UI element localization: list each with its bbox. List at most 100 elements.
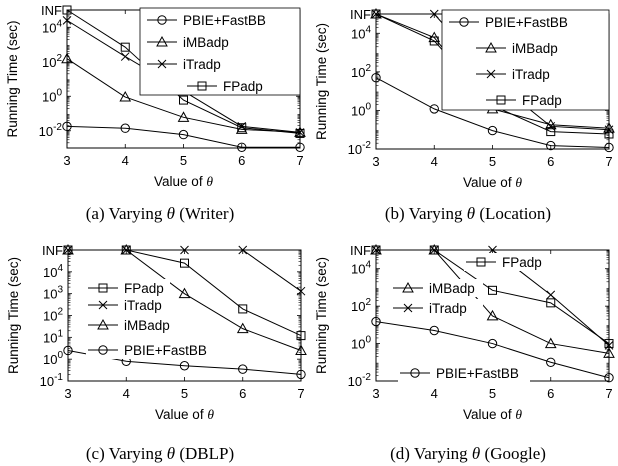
data-point [237,142,247,152]
legend-entry: iTradp [86,296,178,314]
x-tick-label: 4 [431,386,438,401]
legend-entry-bg [86,341,218,359]
data-point [371,72,381,83]
legend-entry: PBIE+FastBB [86,341,218,359]
y-tick-label: 104 [42,18,62,35]
legend-entry: PBIE+FastBB [398,364,530,382]
data-point [119,91,132,102]
x-tick-label: 4 [122,153,129,168]
data-point [429,9,439,19]
legend-marker [97,318,109,330]
data-point [295,128,305,138]
legend-entry: iTradp [391,299,483,317]
series-imbadp [62,243,307,355]
x-tick-label: 5 [180,153,187,168]
y-tick-label: 10-2 [348,140,372,157]
legend-label: iMBadp [183,35,229,50]
y-tick-label: 102 [351,63,371,80]
legend-entry: FPadp [187,79,263,94]
panel-b: (b) Varying θ (Location) 10-2 100 102 104 IN… [314,7,615,223]
legend-marker [485,41,497,53]
data-point [179,95,188,105]
series-itradp [371,245,614,350]
legend-box [139,7,301,96]
panel-b-caption: (b) Varying θ (Location) [385,204,551,223]
legend-entry: iMBadp [86,316,178,334]
legend-marker [197,81,207,91]
y-tick-label: INF [350,7,371,22]
series-pbie-fastbb [371,72,614,153]
data-point [487,125,498,136]
legend-entry: iTradp [476,67,550,82]
panel-a-caption: (a) Varying θ (Writer) [86,204,235,223]
x-tick-label: 7 [605,154,612,169]
data-point [429,245,439,255]
data-point [546,140,556,151]
data-point [546,298,556,308]
data-point [296,369,306,380]
x-axis-label: Value of θ [463,175,522,190]
data-point [488,285,497,295]
y-tick-label: 102 [43,307,63,324]
data-point [546,357,556,367]
legend-label: iTradp [183,57,221,72]
y-tick-label: 100 [351,335,371,352]
x-tick-label: 5 [489,154,496,169]
legend-entry-bg [391,299,483,317]
y-tick-label: 103 [43,285,63,302]
legend-marker [402,281,414,293]
y-tick-label: 10-2 [348,372,372,389]
legend-marker [459,17,469,27]
x-axis-label: Value of θ [154,174,213,189]
legend-entry-bg [391,279,483,297]
series-pbie-fastbb [371,316,614,383]
data-point [546,121,556,131]
legend-marker [410,368,420,378]
y-axis-label: Running Time (sec) [5,20,20,137]
legend-marker [157,15,167,25]
y-tick-label: INF [350,243,371,258]
legend-label: FPadp [124,281,164,296]
data-point [180,245,189,255]
data-point [238,245,248,255]
series-pbie-fastbb [62,121,305,152]
y-tick-label: 10-1 [40,372,64,389]
legend-marker [476,257,486,267]
legend-entry: PBIE+FastBB [147,13,266,28]
y-tick-label: 100 [42,87,62,104]
legend-marker [98,283,108,293]
data-point [488,245,497,255]
data-point [604,341,614,350]
data-point [62,16,72,25]
data-point [371,316,381,327]
series-line [375,321,610,379]
legend: FPadp iMBadp iTradp PBIE+FastBB [391,253,548,382]
data-point [178,287,191,299]
legend-label: PBIE+FastBB [485,15,568,30]
y-tick-label: 101 [43,328,63,345]
legend-marker [486,69,496,79]
data-point [120,243,133,255]
legend-entry-bg [398,364,530,382]
legend-label: FPadp [223,79,263,94]
panel-d: (d) Varying θ (Google) 10-2 100 102 104 INF 3… [314,243,615,463]
data-point [429,325,439,336]
legend-entry-bg [86,316,178,334]
data-point [546,127,556,137]
x-tick-label: 6 [238,153,245,168]
data-point [604,142,614,153]
legend-marker [98,345,108,355]
data-point [238,304,248,314]
data-point [62,243,74,255]
data-point [120,123,130,133]
legend-entry: FPadp [486,93,562,108]
series-fpadp [62,5,305,138]
legend-entry: iMBadp [476,41,558,56]
legend-entry-bg [86,296,178,314]
legend-marker [403,303,413,313]
legend-entry: FPadp [464,253,548,271]
panel-d-caption: (d) Varying θ (Google) [390,444,546,463]
legend-entry: iTradp [147,57,221,72]
